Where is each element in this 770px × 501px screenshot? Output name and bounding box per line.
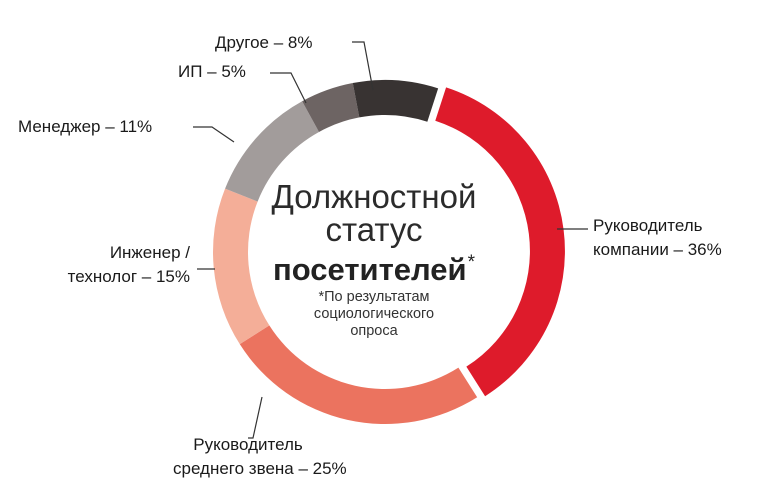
slice-label-other-line1: Другое – 8%: [215, 33, 313, 52]
footnote-line2: социологического: [313, 306, 435, 322]
slice-label-engineer: Инженер / технолог – 15%: [36, 241, 190, 289]
donut-slice-ceo: [435, 87, 565, 397]
donut-slice-entrepreneur: [302, 83, 360, 132]
center-title-bold-word: посетителей: [273, 252, 467, 287]
slices-layer: [213, 79, 565, 424]
slice-label-ceo-line1: Руководитель: [593, 216, 703, 235]
donut-slice-middle-manager: [239, 325, 478, 424]
slice-label-manager-line1: Менеджер – 11%: [18, 117, 153, 136]
slice-label-engineer-line2: технолог – 15%: [67, 267, 190, 286]
slice-label-middle-manager-line1: Руководитель: [193, 435, 303, 454]
donut-slice-engineer: [213, 188, 270, 345]
slice-label-ceo-line2: компании – 36%: [593, 240, 722, 259]
leader-lines-layer: [193, 41, 588, 439]
slice-label-engineer-line1: Инженер /: [109, 243, 190, 262]
leader-line-manager: [193, 126, 235, 143]
slice-label-manager: Менеджер – 11%: [18, 115, 152, 139]
footnote-line3: опроса: [350, 323, 398, 339]
donut-slice-manager: [225, 101, 319, 202]
leader-line-other: [352, 41, 374, 91]
leader-line-entrepreneur: [270, 72, 307, 104]
center-title-line2: статус: [325, 211, 423, 248]
slice-label-entrepreneur-line1: ИП – 5%: [178, 62, 246, 81]
slice-label-entrepreneur: ИП – 5%: [178, 60, 246, 84]
footnote: *По результатам социологического опроса: [272, 289, 476, 340]
slice-label-middle-manager-line2: среднего звена – 25%: [173, 459, 347, 478]
leader-line-middle-manager: [248, 396, 263, 439]
center-title-line1: Должностной: [271, 178, 477, 215]
center-title-line3: посетителей*: [258, 244, 490, 289]
slice-label-other: Другое – 8%: [215, 31, 312, 55]
slice-label-middle-manager: Руководитель среднего звена – 25%: [173, 433, 347, 481]
slice-label-ceo: Руководитель компании – 36%: [593, 214, 722, 262]
donut-slice-other: [352, 79, 439, 122]
footnote-line1: *По результатам: [318, 289, 430, 305]
center-title-asterisk: *: [467, 252, 475, 273]
